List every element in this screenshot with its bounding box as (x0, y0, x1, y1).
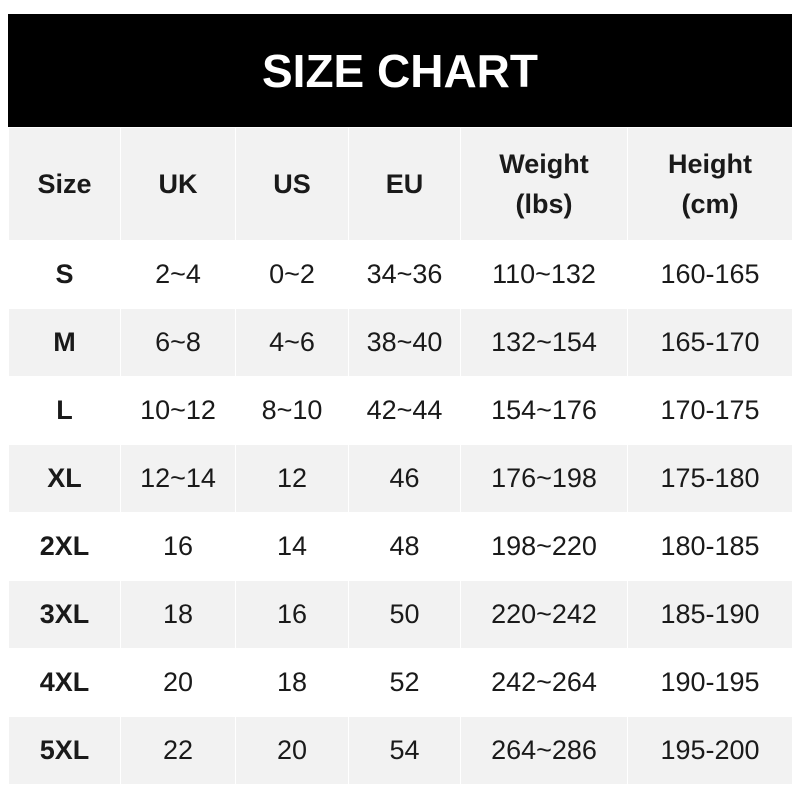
table-row: XL 12~14 12 46 176~198 175-180 (8, 444, 793, 513)
table-cell: 10~12 (120, 376, 236, 445)
column-header: EU (348, 127, 461, 241)
column-header: Height (cm) (627, 127, 793, 241)
table-cell: 176~198 (460, 444, 628, 513)
table-cell: 52 (348, 648, 461, 717)
table-cell: 220~242 (460, 580, 628, 649)
table-cell: 198~220 (460, 512, 628, 581)
table-cell: 154~176 (460, 376, 628, 445)
table-cell: 0~2 (235, 240, 349, 309)
table-cell: 20 (120, 648, 236, 717)
table-row: S 2~4 0~2 34~36 110~132 160-165 (8, 240, 793, 309)
size-table: Size UK US EU Weight (lbs) Height (cm) S 2~4 0~2 3… (8, 127, 793, 785)
table-cell: 16 (120, 512, 236, 581)
table-cell: 12 (235, 444, 349, 513)
table-cell: 132~154 (460, 308, 628, 377)
table-cell: 6~8 (120, 308, 236, 377)
table-cell: 180-185 (627, 512, 793, 581)
table-cell: 12~14 (120, 444, 236, 513)
column-header: Size (8, 127, 121, 241)
table-cell: 46 (348, 444, 461, 513)
table-cell: 185-190 (627, 580, 793, 649)
column-header-text: Height (668, 149, 752, 179)
size-cell: 5XL (8, 716, 121, 785)
table-cell: 48 (348, 512, 461, 581)
header-row: Size UK US EU Weight (lbs) Height (cm) (8, 127, 793, 241)
table-cell: 170-175 (627, 376, 793, 445)
column-header-text: (lbs) (515, 189, 573, 219)
table-cell: 190-195 (627, 648, 793, 717)
column-header-text: US (273, 169, 311, 199)
table-row: 4XL 20 18 52 242~264 190-195 (8, 648, 793, 717)
size-cell: L (8, 376, 121, 445)
table-cell: 38~40 (348, 308, 461, 377)
table-cell: 242~264 (460, 648, 628, 717)
column-header-text: EU (385, 169, 424, 199)
table-cell: 264~286 (460, 716, 628, 785)
table-cell: 50 (348, 580, 461, 649)
column-header: UK (120, 127, 236, 241)
column-header-text: UK (158, 169, 198, 199)
table-cell: 54 (348, 716, 461, 785)
table-cell: 175-180 (627, 444, 793, 513)
table-cell: 110~132 (460, 240, 628, 309)
column-header: Weight (lbs) (460, 127, 628, 241)
size-cell: S (8, 240, 121, 309)
table-row: 3XL 18 16 50 220~242 185-190 (8, 580, 793, 649)
size-chart-title: SIZE CHART (8, 14, 792, 127)
size-cell: M (8, 308, 121, 377)
table-cell: 20 (235, 716, 349, 785)
table-cell: 195-200 (627, 716, 793, 785)
table-cell: 8~10 (235, 376, 349, 445)
table-row: L 10~12 8~10 42~44 154~176 170-175 (8, 376, 793, 445)
size-cell: 4XL (8, 648, 121, 717)
table-row: 5XL 22 20 54 264~286 195-200 (8, 716, 793, 785)
table-cell: 14 (235, 512, 349, 581)
table-cell: 22 (120, 716, 236, 785)
table-cell: 42~44 (348, 376, 461, 445)
table-cell: 34~36 (348, 240, 461, 309)
table-row: M 6~8 4~6 38~40 132~154 165-170 (8, 308, 793, 377)
column-header-text: Size (37, 169, 92, 199)
size-cell: 3XL (8, 580, 121, 649)
size-cell: 2XL (8, 512, 121, 581)
column-header: US (235, 127, 349, 241)
table-cell: 18 (120, 580, 236, 649)
column-header-text: Weight (499, 149, 589, 179)
table-row: 2XL 16 14 48 198~220 180-185 (8, 512, 793, 581)
table-cell: 18 (235, 648, 349, 717)
column-header-text: (cm) (681, 189, 739, 219)
table-cell: 2~4 (120, 240, 236, 309)
table-cell: 16 (235, 580, 349, 649)
size-cell: XL (8, 444, 121, 513)
table-cell: 165-170 (627, 308, 793, 377)
table-cell: 4~6 (235, 308, 349, 377)
table-cell: 160-165 (627, 240, 793, 309)
